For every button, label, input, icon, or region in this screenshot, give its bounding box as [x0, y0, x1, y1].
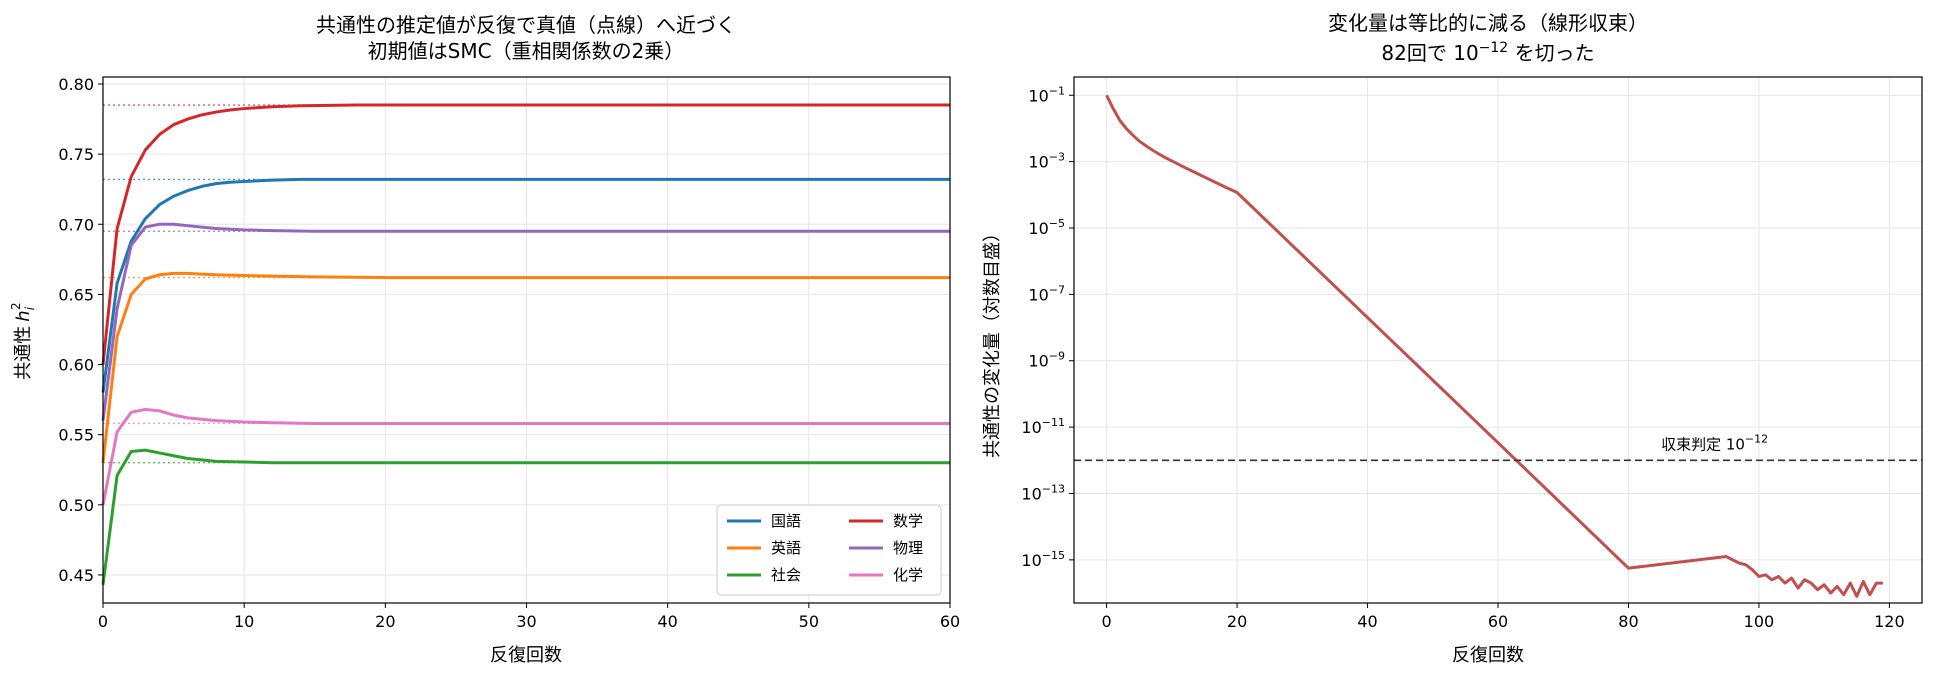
- right-y-tick-label: 10−13: [1021, 482, 1065, 503]
- left-x-tick-label: 30: [516, 612, 536, 631]
- left-y-tick-label: 0.65: [58, 285, 94, 304]
- left-y-tick-label: 0.45: [58, 566, 94, 585]
- right-x-tick-label: 100: [1744, 612, 1775, 631]
- right-y-axis-label: 共通性の変化量（対数目盛）: [982, 224, 1003, 458]
- left-plot-frame: [102, 76, 951, 604]
- left-series-group: [101, 103, 950, 585]
- left-x-tick-label: 50: [799, 612, 819, 631]
- left-x-tick-label: 10: [234, 612, 254, 631]
- left-series-line: [101, 448, 950, 585]
- right-title-post: を切った: [1508, 41, 1594, 65]
- left-y-axis-label-sup: 2: [9, 302, 23, 310]
- right-y-tick-label: 10−15: [1021, 549, 1065, 570]
- right-y-tick-label: 10−9: [1028, 350, 1065, 371]
- left-series-line: [101, 222, 950, 421]
- left-series-line: [101, 271, 950, 463]
- legend-label: 国語: [771, 512, 801, 530]
- right-title-base: 10: [1453, 41, 1478, 65]
- left-x-tick-label: 60: [940, 612, 960, 631]
- right-y-tick-label: 10−11: [1021, 416, 1065, 437]
- right-y-tick-label: 10−3: [1028, 151, 1065, 172]
- legend-box: [716, 504, 942, 596]
- legend-label: 数学: [893, 512, 923, 530]
- left-grid: [102, 77, 951, 603]
- left-chart-title-line2: 初期値はSMC（重相関係数の2乗）: [368, 39, 685, 63]
- left-series-line: [101, 177, 950, 393]
- right-x-tick-label: 80: [1618, 612, 1638, 631]
- left-y-axis-label-sub: i: [23, 306, 37, 310]
- right-x-tick-label: 20: [1227, 612, 1247, 631]
- left-series-line: [101, 103, 950, 365]
- legend-label: 社会: [771, 566, 801, 584]
- left-x-tick-label: 40: [657, 612, 677, 631]
- left-x-axis-label: 反復回数: [490, 645, 562, 666]
- right-y-tick-label: 10−5: [1028, 217, 1065, 238]
- right-y-tick-label: 10−7: [1028, 283, 1065, 304]
- left-y-tick-label: 0.60: [58, 356, 94, 375]
- left-chart-title-line1: 共通性の推定値が反復で真値（点線）へ近づく: [316, 13, 736, 37]
- left-y-tick-label: 0.80: [58, 75, 94, 94]
- right-title-pre: 82回で: [1381, 41, 1453, 65]
- left-y-tick-label: 0.70: [58, 215, 94, 234]
- right-x-tick-label: 0: [1102, 612, 1112, 631]
- left-x-tick-label: 0: [98, 612, 108, 631]
- legend-label: 化学: [893, 566, 923, 584]
- left-y-tick-label: 0.55: [58, 426, 94, 445]
- right-grid: [1074, 77, 1922, 603]
- left-y-axis-label-main: 共通性: [13, 326, 34, 380]
- right-series-group: [1105, 94, 1883, 598]
- left-y-tick-label: 0.50: [58, 496, 94, 515]
- left-x-tick-label: 20: [375, 612, 395, 631]
- right-y-tick-label: 10−1: [1028, 84, 1065, 105]
- left-series-line: [101, 407, 950, 506]
- left-y-tick-label: 0.75: [58, 145, 94, 164]
- right-x-tick-label: 60: [1488, 612, 1508, 631]
- left-y-axis-label-var: h: [13, 310, 34, 321]
- right-chart-title-line1: 変化量は等比的に減る（線形収束）: [1328, 11, 1648, 35]
- right-chart: 変化量は等比的に減る（線形収束） 82回で 10−12 を切った 収束判定 10…: [982, 11, 1923, 666]
- legend-label: 物理: [893, 539, 923, 557]
- left-y-axis-label: 共通性 hi2: [9, 302, 37, 379]
- right-x-tick-label: 120: [1874, 612, 1905, 631]
- right-title-exp: −12: [1479, 40, 1509, 56]
- right-chart-title-line2: 82回で 10−12 を切った: [1381, 40, 1594, 65]
- right-threshold-group: 収束判定 10−12: [1074, 432, 1922, 462]
- legend-label: 英語: [771, 539, 801, 557]
- threshold-label: 収束判定 10−12: [1661, 432, 1768, 453]
- left-ticks: 0 10 20 30 40 50 60 0.45 0.50 0.55 0.60 0.65 0.70 0.7…: [58, 75, 960, 631]
- right-ticks: 0 20 40 60 80 100 120 10−1 10−3 10−5 10−7 10−9 10−11…: [1021, 84, 1904, 631]
- right-plot-frame: [1073, 76, 1923, 604]
- right-x-tick-label: 40: [1357, 612, 1377, 631]
- right-x-axis-label: 反復回数: [1452, 645, 1524, 666]
- right-series-line: [1105, 94, 1883, 598]
- left-chart: 共通性の推定値が反復で真値（点線）へ近づく 初期値はSMC（重相関係数の2乗） …: [9, 13, 960, 666]
